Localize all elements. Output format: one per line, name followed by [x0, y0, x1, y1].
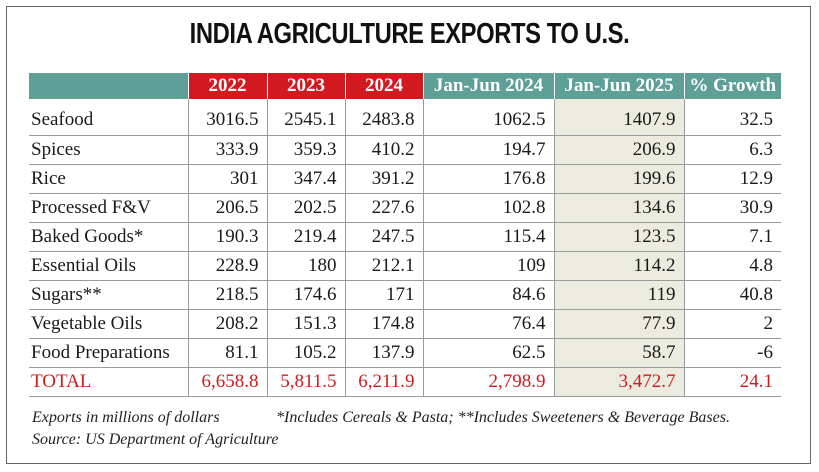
table-cell: 6,211.9 — [345, 367, 424, 397]
table-cell: 12.9 — [684, 164, 781, 194]
table-cell: 391.2 — [345, 164, 424, 194]
units-note: Exports in millions of dollars — [32, 409, 220, 426]
table-cell: 40.8 — [684, 280, 781, 310]
table-cell: 81.1 — [188, 338, 268, 368]
table-cell: 199.6 — [554, 164, 685, 194]
table-cell: 134.6 — [554, 193, 685, 223]
table-cell: 218.5 — [188, 280, 268, 310]
table-cell: 174.8 — [345, 309, 424, 339]
table-row: Sugars** 218.5 174.6 171 84.6 119 40.8 — [29, 280, 781, 310]
table-cell: 24.1 — [684, 367, 781, 397]
table-cell: 347.4 — [267, 164, 346, 194]
table-cell: 30.9 — [684, 193, 781, 223]
table-cell: 1062.5 — [423, 99, 555, 136]
table-cell: 1407.9 — [554, 99, 685, 136]
table-cell: 6,658.8 — [188, 367, 268, 397]
table-row: Baked Goods* 190.3 219.4 247.5 115.4 123.5 7.1 — [29, 222, 781, 252]
row-label: TOTAL — [29, 367, 189, 397]
table-cell: -6 — [684, 338, 781, 368]
row-label: Food Preparations — [29, 338, 189, 368]
table-cell: 219.4 — [267, 222, 346, 252]
table-cell: 77.9 — [554, 309, 685, 339]
table-cell: 206.5 — [188, 193, 268, 223]
exports-table: 2022 2023 2024 Jan-Jun 2024 Jan-Jun 2025… — [29, 73, 781, 397]
table-cell: 171 — [345, 280, 424, 310]
table-cell: 247.5 — [345, 222, 424, 252]
row-label: Seafood — [29, 99, 189, 136]
table-cell: 7.1 — [684, 222, 781, 252]
column-header: 2023 — [267, 73, 346, 99]
table-cell: 2,798.9 — [423, 367, 555, 397]
table-row: Rice 301 347.4 391.2 176.8 199.6 12.9 — [29, 164, 781, 194]
table-cell: 105.2 — [267, 338, 346, 368]
row-label: Vegetable Oils — [29, 309, 189, 339]
table-cell: 5,811.5 — [267, 367, 346, 397]
table-cell: 3016.5 — [188, 99, 268, 136]
table-cell: 109 — [423, 251, 555, 281]
table-cell: 84.6 — [423, 280, 555, 310]
table-row: Seafood 3016.5 2545.1 2483.8 1062.5 1407.9 32.… — [29, 99, 781, 136]
table-cell: 410.2 — [345, 135, 424, 165]
table-row: Processed F&V 206.5 202.5 227.6 102.8 134.6 30… — [29, 193, 781, 223]
table-cell: 123.5 — [554, 222, 685, 252]
source-note: Source: US Department of Agriculture — [32, 431, 279, 448]
table-row: Vegetable Oils 208.2 151.3 174.8 76.4 77.9 2 — [29, 309, 781, 339]
table-body: Seafood 3016.5 2545.1 2483.8 1062.5 1407.9 32.… — [29, 99, 781, 397]
table-cell: 102.8 — [423, 193, 555, 223]
table-cell: 3,472.7 — [554, 367, 685, 397]
table-cell: 227.6 — [345, 193, 424, 223]
table-cell: 58.7 — [554, 338, 685, 368]
total-row: TOTAL 6,658.8 5,811.5 6,211.9 2,798.9 3,472.7… — [29, 367, 781, 397]
footnote: *Includes Cereals & Pasta; **Includes Sw… — [276, 409, 730, 426]
row-label: Rice — [29, 164, 189, 194]
table-cell: 333.9 — [188, 135, 268, 165]
table-cell: 359.3 — [267, 135, 346, 165]
row-label: Baked Goods* — [29, 222, 189, 252]
table-cell: 2483.8 — [345, 99, 424, 136]
table-cell: 301 — [188, 164, 268, 194]
table-row: Food Preparations 81.1 105.2 137.9 62.5 58.7-… — [29, 338, 781, 368]
table-cell: 206.9 — [554, 135, 685, 165]
table-cell: 190.3 — [188, 222, 268, 252]
table-cell: 115.4 — [423, 222, 555, 252]
column-header: 2022 — [188, 73, 268, 99]
table-cell: 76.4 — [423, 309, 555, 339]
table-cell: 4.8 — [684, 251, 781, 281]
column-header: 2024 — [345, 73, 424, 99]
header-blank — [29, 73, 189, 99]
table-cell: 228.9 — [188, 251, 268, 281]
table-cell: 208.2 — [188, 309, 268, 339]
row-label: Essential Oils — [29, 251, 189, 281]
table-cell: 174.6 — [267, 280, 346, 310]
table-cell: 180 — [267, 251, 346, 281]
table-cell: 194.7 — [423, 135, 555, 165]
column-header: Jan-Jun 2024 — [423, 73, 555, 99]
chart-title: INDIA AGRICULTURE EXPORTS TO U.S. — [189, 18, 630, 50]
row-label: Sugars** — [29, 280, 189, 310]
table-cell: 151.3 — [267, 309, 346, 339]
table-row: Spices 333.9 359.3 410.2 194.7 206.9 6.3 — [29, 135, 781, 165]
row-label: Processed F&V — [29, 193, 189, 223]
table-cell: 176.8 — [423, 164, 555, 194]
table-cell: 212.1 — [345, 251, 424, 281]
table-cell: 32.5 — [684, 99, 781, 136]
table-cell: 202.5 — [267, 193, 346, 223]
column-header: % Growth — [684, 73, 781, 99]
table-cell: 2545.1 — [267, 99, 346, 136]
table-cell: 6.3 — [684, 135, 781, 165]
chart-notes: Exports in millions of dollars *Includes… — [32, 407, 730, 451]
table-cell: 137.9 — [345, 338, 424, 368]
table-cell: 62.5 — [423, 338, 555, 368]
row-label: Spices — [29, 135, 189, 165]
table-cell: 114.2 — [554, 251, 685, 281]
table-row: Essential Oils 228.9 180 212.1 109 114.2 4.8 — [29, 251, 781, 281]
table-cell: 119 — [554, 280, 685, 310]
table-cell: 2 — [684, 309, 781, 339]
header-row: 2022 2023 2024 Jan-Jun 2024 Jan-Jun 2025… — [29, 73, 781, 99]
column-header: Jan-Jun 2025 — [554, 73, 685, 99]
